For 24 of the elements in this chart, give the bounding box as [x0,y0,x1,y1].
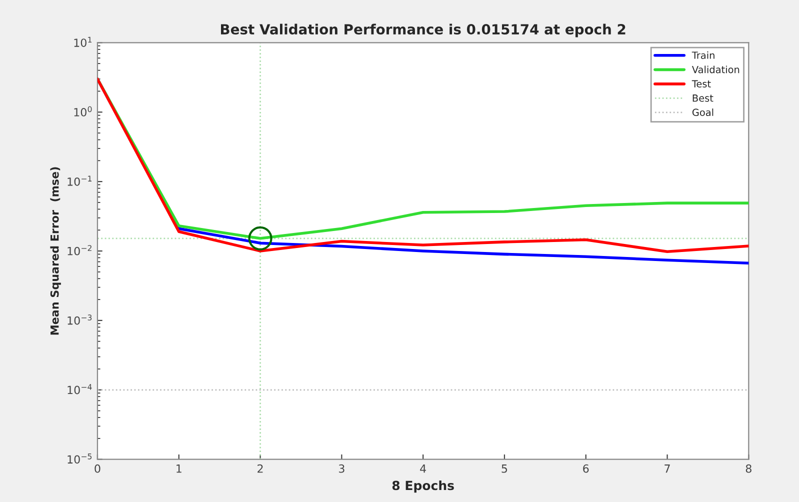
y-tick-label: 10$^{−3}$ [68,314,92,325]
y-tick-label: 10$^{−5}$ [68,454,92,464]
y-tick-label: 10$^{1}$ [74,36,92,47]
x-tick-label: 1 [176,464,182,473]
y-tick-label: 10$^{−4}$ [68,384,92,394]
x-axis-title: 8 Epochs [392,480,454,493]
x-tick-label: 2 [258,464,263,473]
x-tick-label: 8 [746,464,752,473]
legend-label: Train [692,51,714,59]
legend-label: Best [692,94,714,102]
y-tick-label: 10$^{0}$ [74,106,92,116]
chart-title: Best Validation Performance is 0.015174 at epoch 2 [221,24,626,38]
x-tick-label: 5 [502,464,508,473]
legend-label: Test [692,80,711,88]
x-tick-label: 7 [664,464,670,473]
x-tick-label: 0 [94,464,100,473]
legend-label: Goal [692,108,714,116]
y-axis-title: Mean Squared Error (mse) [50,167,61,335]
x-tick-label: 6 [583,464,589,473]
y-tick-label: 10$^{−2}$ [68,245,92,256]
legend-label: Validation [692,66,740,74]
x-tick-label: 3 [338,464,344,473]
y-tick-label: 10$^{−1}$ [68,176,92,186]
x-tick-label: 4 [420,464,426,473]
